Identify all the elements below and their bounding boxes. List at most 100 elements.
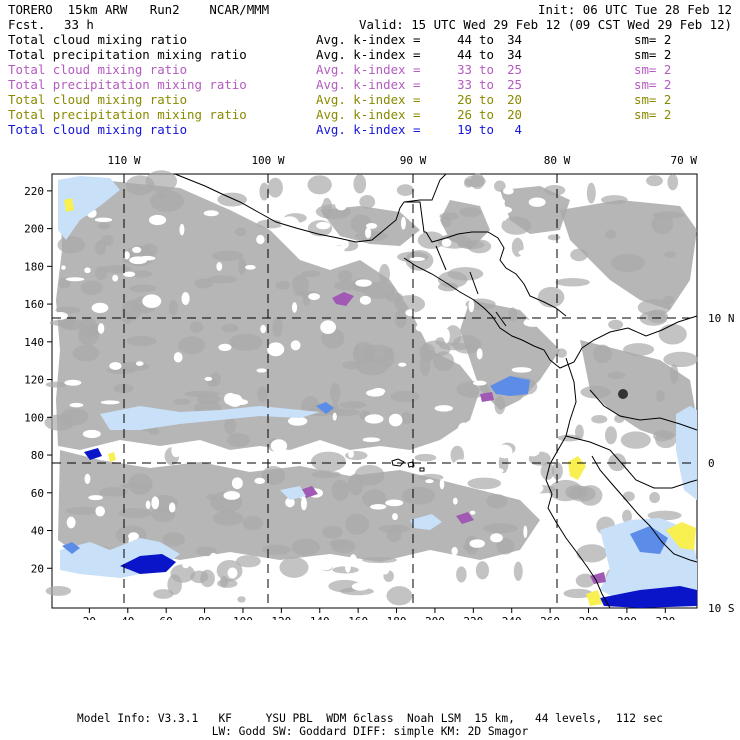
clear-gap	[449, 249, 469, 264]
cloud-speck	[131, 270, 152, 278]
cloud-speck	[576, 544, 608, 563]
clear-gap	[94, 217, 113, 222]
clear-gap	[524, 319, 530, 324]
clear-gap	[66, 516, 76, 529]
clear-gap	[308, 293, 320, 300]
clear-gap	[65, 277, 85, 282]
cloud-speck	[337, 270, 353, 283]
y-tick-label: 160	[24, 298, 44, 311]
cloud-speck	[667, 174, 679, 191]
clear-gap	[317, 556, 334, 571]
cloud-speck	[229, 333, 263, 351]
cloud-speck	[540, 462, 555, 480]
clear-gap	[525, 394, 536, 401]
lat-lon-grid	[52, 174, 697, 608]
clear-gap	[100, 400, 120, 405]
legend-to-value: 25	[507, 62, 522, 77]
cloud-speck	[555, 278, 590, 287]
x-tick-label: 160	[348, 615, 368, 620]
longitude-labels: 110 W 100 W 90 W 80 W 70 W	[107, 154, 697, 167]
clear-gap	[365, 227, 372, 239]
clear-gap	[61, 265, 66, 270]
cloud-speck	[267, 177, 283, 198]
cloud-speck	[494, 180, 506, 192]
cloud-speck	[396, 184, 414, 196]
clear-gap	[132, 246, 142, 254]
clear-gap	[469, 510, 476, 515]
x-tick-label: 60	[160, 615, 173, 620]
legend-to-word: to	[479, 92, 494, 107]
cloud-speck	[45, 381, 67, 388]
cloud-speck	[236, 555, 261, 568]
model-info: Model Info: V3.3.1 KF YSU PBL WDM 6class…	[77, 712, 663, 725]
legend-avg-label: Avg. k-index =	[316, 62, 421, 77]
legend-field-name: Total cloud mixing ratio	[8, 62, 188, 77]
clear-gap	[267, 342, 285, 357]
cloud-speck	[353, 174, 367, 194]
cloud-speck	[435, 337, 446, 346]
legend-from-value: 44	[457, 47, 472, 62]
cloud-speck	[475, 561, 490, 580]
cloud-speck	[379, 263, 390, 284]
colombia-pacific	[545, 357, 577, 481]
cloud-speck	[125, 175, 155, 196]
clear-gap	[523, 525, 528, 539]
cloud-speck	[257, 386, 268, 403]
mid-precip	[490, 376, 530, 396]
x-tick-label: 180	[387, 615, 407, 620]
yucatan-coast	[403, 173, 447, 203]
cloud-speck	[307, 175, 332, 195]
cloud-speck	[189, 321, 204, 333]
cloud-speck	[663, 295, 675, 305]
cloud-speck	[655, 389, 665, 403]
legend-smoothing: sm= 2	[634, 92, 672, 107]
clear-gap	[409, 257, 425, 262]
x-tick-label: 300	[617, 615, 637, 620]
clear-gap	[348, 450, 354, 458]
cloud-speck	[649, 492, 660, 504]
cloud-speck	[610, 253, 645, 272]
cloud-speck	[148, 427, 160, 435]
clear-gap	[458, 422, 470, 435]
cloud-speck	[256, 219, 284, 229]
clear-gap	[425, 479, 434, 484]
dark-cloud-dot	[618, 389, 628, 399]
clear-gap	[453, 459, 468, 471]
deep-precip	[84, 448, 102, 460]
cloud-speck	[128, 284, 157, 293]
y-axis-ticks: 220 200 180 160 140 120 100 80 60 40 20	[24, 185, 52, 575]
cloud-speck	[496, 538, 515, 555]
clear-gap	[473, 380, 487, 386]
cloud-speck	[339, 401, 367, 409]
cloud-speck	[575, 424, 584, 441]
cloud-speck	[207, 378, 218, 387]
legend-field-name: Total cloud mixing ratio	[8, 92, 188, 107]
clear-gap	[335, 198, 348, 211]
central-america-caribbean	[425, 231, 567, 317]
cloud-speck	[345, 513, 370, 535]
cloud-speck	[207, 275, 237, 284]
cloud-speck	[494, 395, 506, 415]
mid-precip	[62, 542, 80, 554]
cloud-speck	[362, 281, 396, 300]
clear-gap	[204, 376, 213, 381]
clear-gap	[280, 216, 299, 230]
clear-gap	[355, 279, 372, 287]
legend-from-value: 33	[457, 77, 472, 92]
cloud-speck	[580, 385, 611, 399]
cloud-speck	[342, 360, 361, 370]
clear-gap	[349, 554, 357, 565]
clear-gap	[439, 479, 445, 490]
legend-field-name: Total precipitation mixing ratio	[8, 47, 247, 62]
cloud-speck	[353, 341, 375, 363]
andes-borders	[565, 389, 698, 563]
clear-gap	[146, 446, 156, 453]
cloud-speck	[646, 175, 663, 187]
cloud-speck	[217, 192, 247, 207]
panama-colombia	[549, 315, 698, 369]
cloud-speck	[467, 477, 502, 490]
cloud-area	[580, 340, 697, 440]
clear-gap	[227, 567, 238, 579]
cloud-speck	[183, 390, 220, 398]
clear-gap	[415, 323, 430, 332]
